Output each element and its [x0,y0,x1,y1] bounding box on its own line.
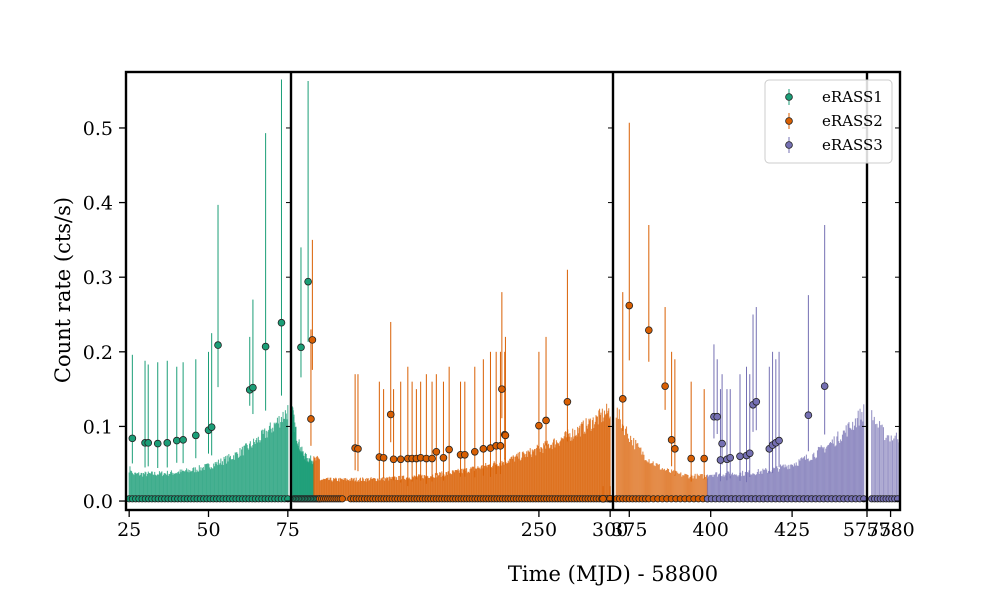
data-point [713,412,722,421]
data-point [144,439,153,447]
x-tick-label: 400 [693,519,729,541]
panel-4-data [868,410,900,503]
x-tick-label: 425 [774,519,810,541]
data-point [192,431,200,440]
data-point [700,454,708,463]
data-point-zero [284,495,291,503]
data-point [667,436,676,444]
data-point [261,342,270,351]
data-point [428,454,436,463]
data-point [379,453,388,462]
y-tick-label: 0.2 [83,342,113,364]
data-point [618,395,627,403]
data-point [432,447,441,456]
data-point [163,439,172,447]
data-point [461,450,469,459]
data-point [386,410,395,419]
data-point [179,436,187,444]
data-point [470,447,479,456]
legend-marker [785,117,793,125]
legend-label: eRASS3 [822,136,883,154]
plot-frame [124,70,902,512]
data-point [775,436,783,445]
panel-1-data [126,79,291,503]
data-point [498,385,506,393]
data-point [752,398,761,406]
data-point [726,453,735,462]
data-point [308,336,317,344]
legend-marker [785,141,793,149]
x-tick-label: 250 [521,519,557,541]
data-point [687,454,695,463]
data-point [563,398,572,406]
data-point [249,383,257,392]
data-point [718,439,726,448]
x-tick-label: 75 [276,519,300,541]
data-point [354,445,362,453]
y-tick-label: 0.5 [83,118,113,140]
data-point [153,439,162,448]
y-tick-label: 0.3 [83,267,113,289]
data-point [661,382,669,390]
x-tick-label: 300 [592,519,628,541]
data-point [501,431,510,440]
legend-label: eRASS2 [822,112,883,130]
y-tick-label: 0.4 [83,193,113,215]
data-point [716,456,725,464]
data-point [445,445,453,454]
data-point [745,449,754,458]
data-point [207,423,216,431]
legend-marker [785,93,793,101]
data-point [542,416,550,425]
x-tick-label: 5775 [843,519,891,541]
data-point-zero [894,495,900,503]
data-point [804,411,813,420]
data-point [277,318,286,327]
panel-3-data [613,122,867,503]
data-point [736,452,744,461]
data-point [396,455,405,464]
data-point [172,436,181,445]
data-point [671,445,679,453]
data-point [214,341,222,349]
data-point [535,421,543,430]
legend-label: eRASS1 [822,88,883,106]
data-point-zero [338,495,346,503]
data-point [439,453,448,462]
y-axis-label: Count rate (cts/s) [51,197,75,383]
legend: eRASS1 eRASS2 eRASS3 [764,79,893,164]
data-point [297,343,305,352]
y-tick-label: 0.1 [83,416,113,438]
plot-content [126,79,900,503]
data-point [645,326,653,334]
panel-2-data [291,80,613,503]
x-tick-label: 375 [611,519,647,541]
x-tick-label: 5780 [866,519,914,541]
data-point [304,277,312,286]
x-axis-label: Time (MJD) - 58800 [508,562,718,586]
legend-box [764,79,893,164]
x-tick-label: 50 [196,519,220,541]
data-point [625,301,634,310]
data-point [128,434,137,443]
data-point [820,382,829,390]
data-point [599,495,607,503]
x-tick-label: 25 [117,519,141,541]
data-point [606,495,613,503]
data-point [496,442,505,450]
data-point [389,455,398,464]
data-point [479,445,488,453]
data-point [307,415,315,423]
y-tick-label: 0.0 [83,491,113,513]
